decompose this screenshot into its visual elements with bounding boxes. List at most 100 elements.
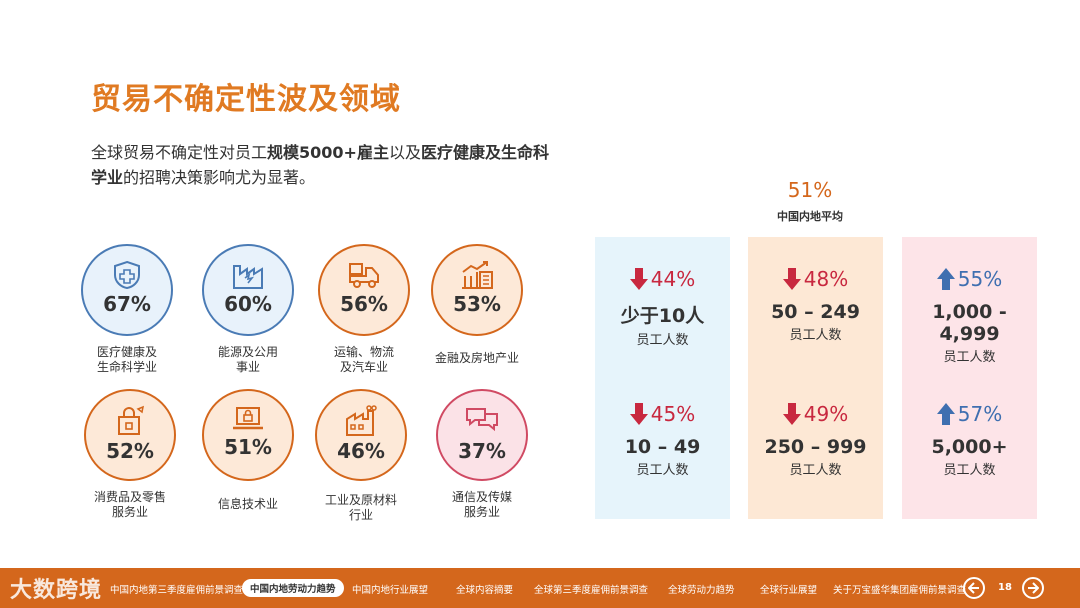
delta: 49% xyxy=(748,402,883,426)
arrow-down-icon xyxy=(782,268,801,290)
size-panel-medium: 48% 50 – 249 员工人数 49% 250 – 999 员工人数 xyxy=(748,237,883,519)
sector-circle: 60% xyxy=(202,244,294,336)
nav-china-workforce-trends[interactable]: 中国内地劳动力趋势 xyxy=(242,579,344,597)
sector-pct: 67% xyxy=(103,292,151,316)
employee-unit: 员工人数 xyxy=(789,328,842,343)
employee-unit: 员工人数 xyxy=(943,350,996,365)
arrow-left-icon xyxy=(968,582,979,594)
health-shield-icon xyxy=(114,260,140,290)
size-label: 250 – 999 xyxy=(764,436,867,458)
nav-global-q3-outlook[interactable]: 全球第三季度雇佣前景调查 xyxy=(534,585,649,596)
page-title: 贸易不确定性波及领域 xyxy=(91,82,401,117)
size-label: 1,000 - 4,999 xyxy=(932,301,1007,345)
arrow-down-icon xyxy=(629,403,648,425)
energy-factory-icon xyxy=(233,265,263,289)
sector-circle: 53% xyxy=(431,244,523,336)
size-label: 少于10人 xyxy=(620,305,705,327)
size-stat: 48% 50 – 249 员工人数 xyxy=(748,267,883,343)
delta-value: 49% xyxy=(803,402,849,426)
industrial-plant-icon xyxy=(346,405,377,436)
sector-pct: 56% xyxy=(340,292,388,316)
sector-pct: 53% xyxy=(453,292,501,316)
sector-label: 通信及传媒 服务业 xyxy=(451,490,512,519)
next-page-button[interactable] xyxy=(1022,577,1044,599)
employee-unit: 员工人数 xyxy=(636,463,689,478)
sector-circle: 67% xyxy=(81,244,173,336)
sector-label: 消费品及零售 服务业 xyxy=(93,490,166,519)
average-value: 51% xyxy=(787,178,833,202)
delta-value: 44% xyxy=(650,267,696,291)
sector-pct: 51% xyxy=(224,435,272,459)
sector-energy: 60% 能源及公用 事业 xyxy=(188,244,308,414)
nav-china-q3-outlook[interactable]: 中国内地第三季度雇佣前景调查 xyxy=(110,585,244,596)
shopping-bag-icon xyxy=(118,405,145,435)
nav-china-industry-outlook[interactable]: 中国内地行业展望 xyxy=(352,585,429,596)
delta: 45% xyxy=(595,402,730,426)
subtitle-bold-2: 医疗健康及生命科学业 xyxy=(91,143,549,187)
size-label: 5,000+ xyxy=(931,436,1008,458)
size-label: 50 – 249 xyxy=(771,301,860,323)
delta: 48% xyxy=(748,267,883,291)
sector-label: 医疗健康及 生命科学业 xyxy=(96,345,157,374)
arrow-up-icon xyxy=(936,268,955,290)
sector-label: 运输、物流 及汽车业 xyxy=(333,345,394,374)
employee-unit: 员工人数 xyxy=(636,333,689,348)
arrow-up-icon xyxy=(936,403,955,425)
sector-finance: 53% 金融及房地产业 xyxy=(417,244,537,414)
arrow-down-icon xyxy=(782,403,801,425)
subtitle-text-2: 以及 xyxy=(388,143,421,162)
sector-pct: 46% xyxy=(337,439,385,463)
arrow-down-icon xyxy=(629,268,648,290)
delta-value: 48% xyxy=(803,267,849,291)
size-stat: 49% 250 – 999 员工人数 xyxy=(748,402,883,478)
sector-pct: 60% xyxy=(224,292,272,316)
watermark-logo: 大数跨境 xyxy=(10,578,103,603)
sector-label: 金融及房地产业 xyxy=(434,351,519,365)
sector-pct: 52% xyxy=(106,439,154,463)
subtitle: 全球贸易不确定性对员工规模5000+雇主以及医疗健康及生命科学业的招聘决策影响尤… xyxy=(91,140,561,190)
delta-value: 57% xyxy=(957,402,1003,426)
delta: 55% xyxy=(902,267,1037,291)
nav-about-survey[interactable]: 关于万宝盛华集团雇佣前景调查 xyxy=(833,585,967,596)
sector-circle: 37% xyxy=(436,389,528,481)
sector-it: 51% 信息技术业 xyxy=(188,389,308,559)
sector-industrial: 46% 工业及原材料 行业 xyxy=(301,389,421,559)
arrow-right-icon xyxy=(1028,582,1039,594)
sector-circle: 52% xyxy=(84,389,176,481)
subtitle-bold-1: 规模5000+雇主 xyxy=(267,143,389,162)
subtitle-text-3: 的招聘决策影响尤为显著。 xyxy=(123,168,316,187)
sector-telecom: 37% 通信及传媒 服务业 xyxy=(422,389,542,559)
size-panel-small: 44% 少于10人 员工人数 45% 10 – 49 员工人数 xyxy=(595,237,730,519)
sector-label: 能源及公用 事业 xyxy=(217,345,278,374)
sector-circle: 56% xyxy=(318,244,410,336)
nav-global-summary[interactable]: 全球内容摘要 xyxy=(456,585,514,596)
laptop-lock-icon xyxy=(233,407,263,430)
size-stat: 45% 10 – 49 员工人数 xyxy=(595,402,730,478)
size-stat: 57% 5,000+ 员工人数 xyxy=(902,402,1037,478)
size-label: 10 – 49 xyxy=(624,436,701,458)
subtitle-text-1: 全球贸易不确定性对员工 xyxy=(91,143,268,162)
sector-label: 工业及原材料 行业 xyxy=(324,493,397,522)
sector-transport: 56% 运输、物流 及汽车业 xyxy=(304,244,424,414)
sector-circle: 51% xyxy=(202,389,294,481)
prev-page-button[interactable] xyxy=(963,577,985,599)
size-stat: 44% 少于10人 员工人数 xyxy=(595,267,730,348)
delivery-truck-icon xyxy=(349,263,379,288)
nav-global-industry-outlook[interactable]: 全球行业展望 xyxy=(760,585,818,596)
delta: 44% xyxy=(595,267,730,291)
delta: 57% xyxy=(902,402,1037,426)
employee-unit: 员工人数 xyxy=(943,463,996,478)
finance-building-icon xyxy=(462,261,493,289)
delta-value: 55% xyxy=(957,267,1003,291)
nav-global-workforce-trends[interactable]: 全球劳动力趋势 xyxy=(668,585,735,596)
sector-pct: 37% xyxy=(458,439,506,463)
employee-unit: 员工人数 xyxy=(789,463,842,478)
size-panel-large: 55% 1,000 - 4,999 员工人数 57% 5,000+ 员工人数 xyxy=(902,237,1037,519)
size-stat: 55% 1,000 - 4,999 员工人数 xyxy=(902,267,1037,365)
chat-bubbles-icon xyxy=(466,408,498,432)
footer-nav: 中国内地第三季度雇佣前景调查 中国内地劳动力趋势 中国内地行业展望 全球内容摘要… xyxy=(0,568,1080,608)
sector-consumer: 52% 消费品及零售 服务业 xyxy=(70,389,190,559)
page-number: 18 xyxy=(998,582,1012,593)
sector-circle: 46% xyxy=(315,389,407,481)
